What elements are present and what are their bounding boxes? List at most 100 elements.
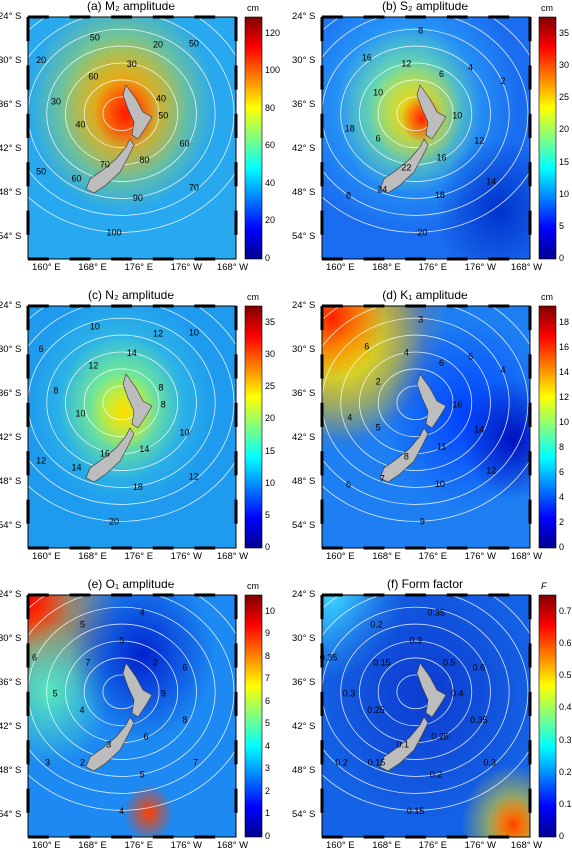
frame-segment [111, 257, 132, 261]
y-tick-label: 30° S [0, 633, 22, 644]
frame-segment [363, 257, 385, 261]
contour-label: 18 [435, 190, 445, 200]
x-tick-label: 168° E [372, 262, 401, 273]
colorbar-tick-label: 2 [559, 516, 565, 527]
frame-segment [234, 691, 238, 716]
y-tick-label: 54° S [292, 809, 316, 820]
contour-label: 12 [88, 360, 98, 370]
colorbar-tick-label: 6 [559, 466, 565, 477]
contour-label: 30 [51, 97, 61, 107]
contour-label: 0.1 [396, 739, 409, 749]
colorbar-tick-label: 16 [559, 341, 570, 352]
colorbar-tick-label: 40 [265, 177, 276, 188]
contour-label: 20 [109, 516, 119, 526]
frame-segment [405, 546, 426, 550]
contour-label: 8 [346, 190, 351, 200]
panel-title: (d) K₁ amplitude [382, 288, 468, 302]
frame-segment [26, 451, 30, 476]
frame-segment [488, 304, 510, 308]
y-tick-label: 48° S [292, 765, 316, 776]
contour-label: 18 [133, 482, 143, 492]
amplitude-field [322, 306, 530, 548]
x-tick-label: 176° E [418, 840, 448, 851]
frame-segment [528, 691, 532, 716]
frame-segment [528, 499, 532, 524]
colorbar-tick-label: 0 [559, 542, 565, 552]
contour-label: 8 [161, 400, 166, 410]
y-tick-label: 24° S [0, 300, 22, 311]
contour-label: 22 [401, 163, 411, 173]
frame-segment [69, 835, 91, 839]
frame-segment [152, 546, 174, 550]
contour-label: 12 [474, 136, 484, 146]
colorbar-tick-label: 10 [559, 416, 570, 427]
frame-segment [194, 546, 216, 550]
contour-label: 100 [107, 227, 122, 237]
x-tick-label: 176° E [124, 840, 154, 851]
colorbar-tick-label: 4 [265, 740, 271, 751]
contour-label: 30 [127, 59, 137, 69]
y-tick-label: 24° S [292, 589, 316, 600]
contour-line [46, 45, 197, 182]
frame-segment [446, 593, 468, 597]
contour-line [377, 368, 454, 438]
contour-label: 0.2 [370, 620, 383, 630]
y-tick-label: 54° S [0, 231, 22, 242]
x-tick-label: 176° E [124, 262, 154, 273]
y-tick-label: 48° S [292, 476, 316, 487]
frame-segment [69, 15, 91, 19]
contour-line [83, 79, 160, 149]
frame-segment [111, 15, 132, 19]
frame-segment [322, 15, 343, 19]
x-tick-label: 168° W [510, 262, 543, 273]
x-tick-label: 160° E [326, 262, 355, 273]
frame-segment [528, 402, 532, 427]
frame-segment [28, 593, 49, 597]
colorbar-unit: F [541, 581, 547, 591]
amplitude-field [28, 595, 236, 837]
frame-segment [446, 257, 468, 261]
contour-label: 4 [404, 348, 409, 358]
contour-label: 4 [80, 705, 85, 715]
frame-segment [320, 595, 324, 620]
contour-label: 70 [189, 183, 199, 193]
contour-label: 0.15 [407, 806, 425, 816]
contour-label: 6 [182, 662, 187, 672]
y-tick-label: 36° S [292, 388, 316, 399]
frame-segment [488, 257, 510, 261]
colorbar-tick-label: 9 [265, 628, 271, 639]
colorbar-tick-label: 4 [559, 491, 565, 502]
y-tick-label: 30° S [0, 344, 22, 355]
frame-segment [320, 65, 324, 90]
colorbar-tick-label: 2 [265, 785, 271, 796]
x-tick-label: 168° E [372, 551, 401, 562]
panel-title: (b) S₂ amplitude [381, 0, 469, 13]
frame-segment [488, 593, 510, 597]
contour-line [340, 334, 491, 471]
new-zealand-land [416, 84, 447, 140]
y-tick-label: 48° S [0, 476, 22, 487]
contour-label: 4 [119, 806, 124, 816]
contour-label: 12 [486, 466, 496, 476]
x-tick-label: 176° E [418, 551, 448, 562]
frame-segment [28, 304, 49, 308]
x-tick-label: 168° W [216, 262, 249, 273]
y-tick-label: 30° S [292, 55, 316, 66]
new-zealand-land [85, 427, 135, 483]
colorbar-tick-label: 0.1 [559, 798, 572, 809]
frame-segment [234, 162, 238, 187]
contour-label: 6 [346, 479, 351, 489]
frame-segment [234, 210, 238, 235]
contour-label: 8 [418, 26, 423, 36]
contour-line [8, 11, 235, 216]
contour-label: 0.2 [430, 770, 443, 780]
contour-label: 50 [90, 33, 100, 43]
frame-segment [320, 643, 324, 668]
contour-label: 12 [401, 59, 411, 69]
amplitude-field [28, 306, 236, 548]
contour-label: 24 [377, 184, 387, 194]
contour-line [302, 300, 529, 505]
